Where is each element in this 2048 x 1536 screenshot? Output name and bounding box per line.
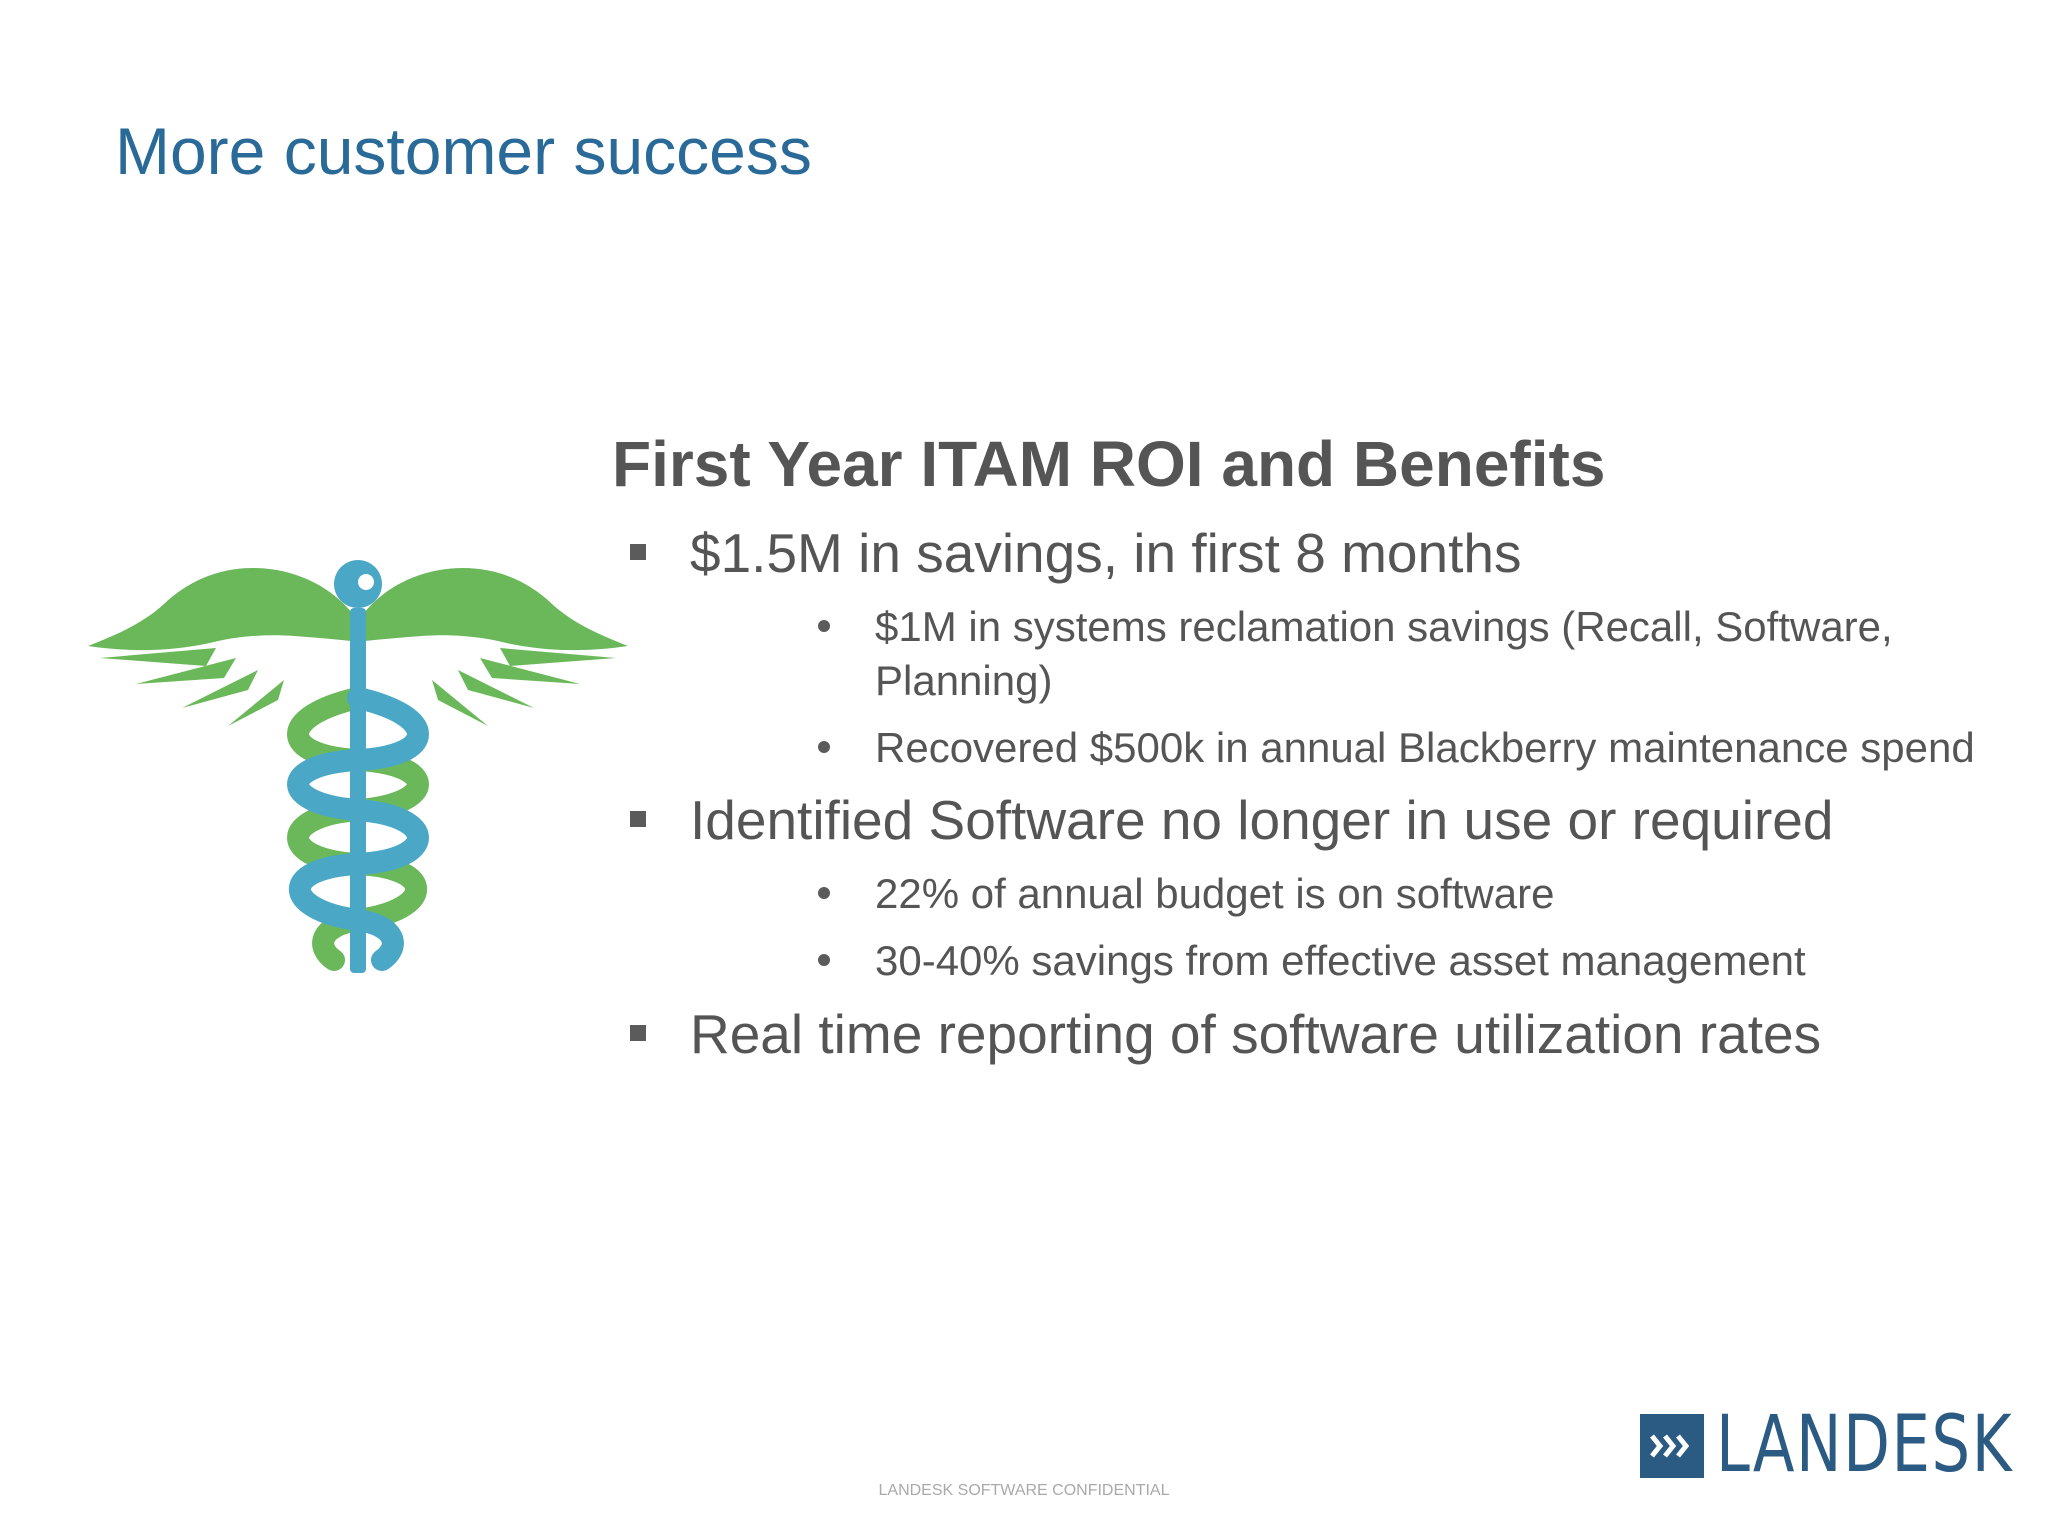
bullet-text: $1.5M in savings, in first 8 months (690, 521, 1522, 584)
logo-text: LANDESK (1716, 1400, 2014, 1490)
chevrons-icon (1640, 1414, 1704, 1478)
footer-confidential: LANDESK SOFTWARE CONFIDENTIAL (878, 1482, 1170, 1499)
bullet-text: Identified Software no longer in use or … (690, 789, 1834, 852)
bullet-text: Real time reporting of software utilizat… (690, 1002, 1822, 1065)
slide-title: More customer success (115, 114, 812, 188)
caduceus-icon (88, 560, 628, 973)
landesk-logo: LANDESK (1640, 1406, 2012, 1484)
bullet-item: Real time reporting of software utilizat… (612, 1001, 1992, 1067)
sub-bullet-item: 30-40% savings from effective asset mana… (690, 934, 1992, 989)
sub-bullet-item: Recovered $500k in annual Blackberry mai… (690, 721, 1992, 776)
bullet-item: $1.5M in savings, in first 8 months $1M … (612, 520, 1992, 776)
bullet-item: Identified Software no longer in use or … (612, 787, 1992, 988)
sub-bullet-item: 22% of annual budget is on software (690, 867, 1992, 922)
sub-bullet-list: $1M in systems reclamation savings (Reca… (690, 600, 1992, 776)
sub-bullet-item: $1M in systems reclamation savings (Reca… (690, 600, 1992, 709)
bullet-list: $1.5M in savings, in first 8 months $1M … (612, 520, 1992, 1067)
content-heading: First Year ITAM ROI and Benefits (612, 428, 1606, 500)
content-block: First Year ITAM ROI and Benefits $1.5M i… (612, 428, 1992, 1079)
sub-bullet-list: 22% of annual budget is on software 30-4… (690, 867, 1992, 988)
